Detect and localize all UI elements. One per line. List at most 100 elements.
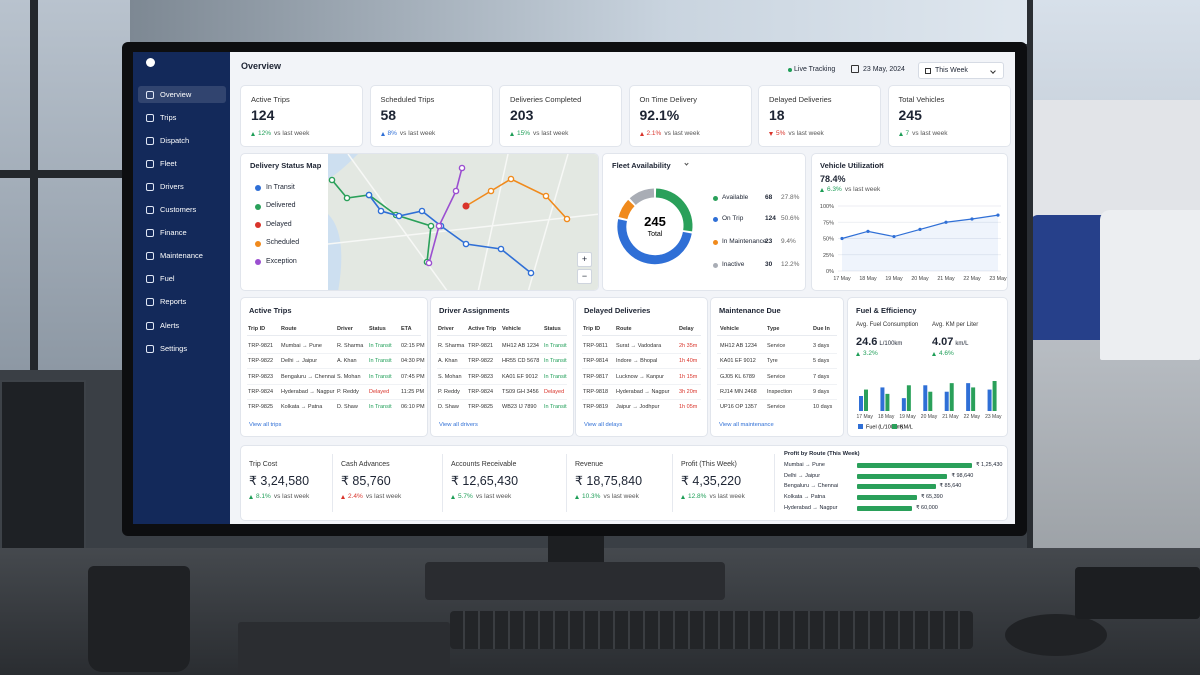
donut-segment [618,199,635,220]
row-rule [717,353,837,354]
route-stop [507,175,515,183]
table-cell: Bengaluru → Chennai [281,373,336,380]
kpi-title: Active Trips [251,95,290,104]
table-cell: 1h 15m [679,373,698,380]
window-mullion [0,170,130,178]
finance-title: Accounts Receivable [451,461,517,468]
legend-dot [713,239,718,245]
mug [88,566,190,672]
table-cell: Indore → Bhopal [616,358,658,365]
column-header: Route [281,326,297,332]
legend-label: Fuel (L/100km) [866,425,903,431]
table-cell: Hyderabad → Nagpur [281,388,335,395]
bar-label: Hyderabad → Nagpur [784,504,838,511]
table-cell: TS09 GH 3456 [502,388,539,395]
kpi-value: 245 [898,107,922,123]
legend-dot [255,259,261,265]
window-top [130,0,1030,44]
trend-value: 4.6% [939,350,954,357]
kpi-title: Total Vehicles [898,95,945,104]
bar [880,387,885,411]
nav-active [138,86,226,103]
route-stop [462,240,470,248]
table-card: Maintenance Due Vehicle Type Due In MH12 AB … [710,297,844,437]
trend-value: 3.2% [863,350,878,357]
line-area [842,215,998,271]
route-stop [418,207,426,215]
route-stop [395,212,403,220]
kpi-value: 203 [510,107,534,123]
trend-compare: vs last week [603,493,639,500]
table-cell: Delayed [369,388,390,395]
bar [987,389,992,411]
table-cell: P. Reddy [337,388,359,395]
trend-row: 5.7% vs last week [451,493,511,500]
legend-label: Exception [266,257,297,265]
table-cell: UP16 OP 1357 [720,404,757,411]
bar [901,398,906,411]
table-link[interactable]: View all delays [584,422,623,428]
nav-item: Drivers [160,181,184,191]
header-rule [582,335,701,336]
metric-value-row: 4.07 km/L [932,332,968,350]
table-cell: R. Sharma [337,343,364,349]
table-cell: 5 days [813,358,830,365]
x-tick-label: 19 May [899,414,916,420]
card-title: Maintenance Due [719,306,781,315]
table-cell: TRP-9823 [248,373,274,380]
row-rule [437,398,567,400]
route-stop [452,187,460,195]
finance-title: Revenue [575,461,604,468]
window-left [0,0,130,370]
nav-item: Dispatch [160,135,190,145]
route-stop [377,207,385,215]
fleet-card: Fleet Availability 245 Total Available 68 27.… [602,153,806,291]
trend-row: 8% vs last week [380,130,435,137]
row-rule [247,383,421,385]
nav-item: Trips [160,112,177,122]
table-cell: HR55 CD 5678 [502,358,540,365]
metric-value: 24.6 [856,336,878,348]
card-title: Fuel & Efficiency [856,306,917,315]
map-land [328,154,598,290]
card-title: Driver Assignments [439,306,510,315]
table-link[interactable]: View all trips [249,422,282,428]
legend-dot [255,222,261,228]
zoom-button[interactable]: + [577,252,592,267]
trend-value: 8.1% [256,493,271,500]
nav-item: Customers [160,205,197,214]
caret [684,161,689,166]
card-title: Profit by Route (This Week) [784,451,860,457]
row-rule [717,368,837,370]
table-link[interactable]: View all maintenance [719,422,774,428]
line-point [866,229,870,233]
zoom-button[interactable]: − [577,269,592,284]
kpi-card: On Time Delivery 92.1% 2.1% vs last week [628,85,752,147]
finance-title: Profit (This Week) [681,461,737,468]
column-header: Vehicle [502,326,521,332]
table-cell: In Transit [544,358,567,365]
column-header: Driver [438,326,454,332]
x-tick-label: 22 May [963,276,981,282]
column-header: ETA [401,326,412,332]
window-mullion [30,0,38,370]
kpi-title: Scheduled Trips [380,95,435,104]
legend-count: 68 [765,194,773,201]
period-select[interactable]: This Week [918,62,1004,79]
legend-share: 12.2% [781,261,800,268]
x-tick-label: 23 May [989,276,1007,282]
trend-row: 4.6% [932,350,954,357]
legend-label: Delayed [266,220,292,228]
metric-unit: km/L [955,341,969,347]
metric-unit: L/100km [879,341,903,347]
row-rule [582,353,701,354]
kpi-card: Deliveries Completed 203 15% vs last week [499,85,622,147]
route-stop [527,269,535,277]
table-cell: 10 days [813,404,833,411]
x-tick-label: 22 May [964,414,981,420]
route-stop [487,187,495,195]
divider [332,454,333,512]
table-cell: Lucknow → Kanpur [616,373,664,380]
table-link[interactable]: View all drivers [439,422,478,428]
table-cell: MH12 AB 1234 [502,343,539,349]
